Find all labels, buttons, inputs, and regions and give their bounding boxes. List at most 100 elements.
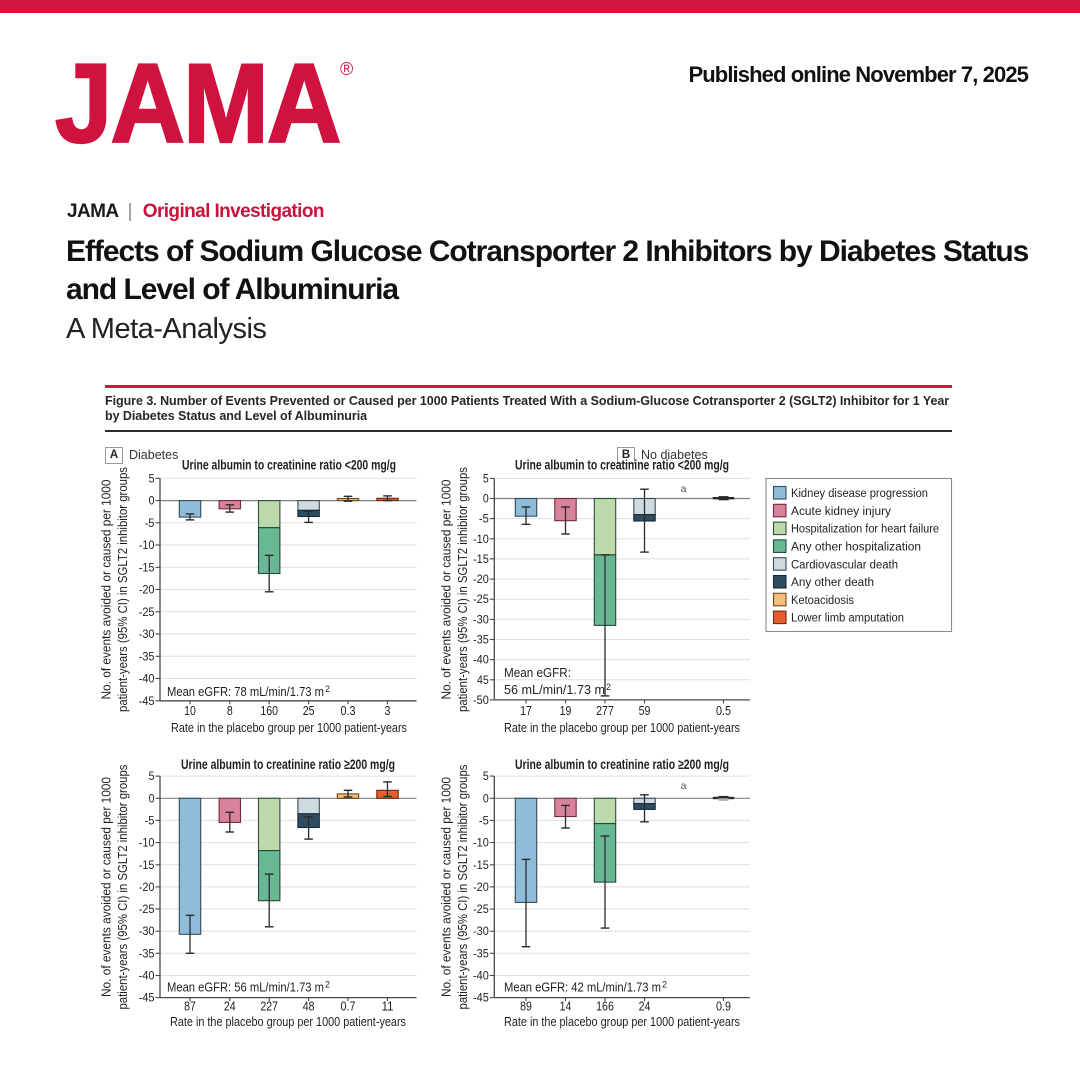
svg-text:25: 25 — [303, 704, 315, 718]
svg-text:-30: -30 — [139, 924, 155, 938]
svg-text:2: 2 — [325, 980, 330, 990]
svg-text:Mean eGFR:: Mean eGFR: — [504, 666, 571, 680]
svg-text:Rate in the placebo group per: Rate in the placebo group per 1000 patie… — [171, 720, 407, 735]
svg-text:-20: -20 — [139, 880, 155, 894]
svg-text:Acute kidney injury: Acute kidney injury — [791, 506, 891, 518]
svg-text:277: 277 — [596, 704, 614, 718]
svg-text:patient-years (95% CI) in SGLT: patient-years (95% CI) in SGLT2 inhibito… — [116, 467, 130, 712]
svg-text:patient-years (95% CI) in SGLT: patient-years (95% CI) in SGLT2 inhibito… — [456, 765, 470, 1010]
svg-text:-35: -35 — [473, 633, 489, 647]
svg-text:0.9: 0.9 — [716, 1000, 731, 1014]
svg-text:-45: -45 — [139, 991, 155, 1005]
svg-text:Rate in the placebo group per: Rate in the placebo group per 1000 patie… — [504, 720, 740, 735]
svg-text:No. of events avoided or cause: No. of events avoided or caused per 1000 — [100, 777, 114, 997]
svg-text:-25: -25 — [473, 592, 489, 606]
svg-text:0: 0 — [149, 494, 155, 508]
svg-text:Rate in the placebo group per: Rate in the placebo group per 1000 patie… — [504, 1014, 740, 1029]
svg-text:-40: -40 — [139, 969, 155, 983]
svg-text:-30: -30 — [473, 612, 489, 626]
svg-text:Any other death: Any other death — [791, 577, 874, 589]
svg-text:0.3: 0.3 — [341, 704, 356, 718]
svg-text:Rate in the placebo group per: Rate in the placebo group per 1000 patie… — [170, 1014, 406, 1029]
svg-text:-5: -5 — [479, 512, 489, 526]
svg-text:0.5: 0.5 — [716, 704, 731, 718]
svg-text:a: a — [681, 483, 687, 495]
svg-text:-5: -5 — [145, 516, 155, 530]
svg-text:-25: -25 — [473, 902, 489, 916]
svg-text:-35: -35 — [139, 649, 155, 663]
svg-text:14: 14 — [560, 1000, 572, 1014]
svg-text:-25: -25 — [139, 605, 155, 619]
svg-text:Urine albumin to creatinine ra: Urine albumin to creatinine ratio ≥200 m… — [181, 756, 395, 772]
svg-text:-45: -45 — [473, 991, 489, 1005]
svg-text:10: 10 — [184, 704, 196, 718]
svg-text:0: 0 — [483, 492, 489, 506]
svg-text:Any other hospitalization: Any other hospitalization — [791, 542, 921, 554]
svg-text:-20: -20 — [139, 583, 155, 597]
svg-text:Hospitalization for heart fail: Hospitalization for heart failure — [791, 524, 939, 536]
svg-text:24: 24 — [639, 1000, 651, 1014]
svg-text:-35: -35 — [473, 946, 489, 960]
svg-text:-20: -20 — [473, 880, 489, 894]
svg-text:0.7: 0.7 — [341, 1000, 356, 1014]
svg-text:48: 48 — [303, 1000, 315, 1014]
svg-text:-25: -25 — [139, 902, 155, 916]
svg-text:Cardiovascular death: Cardiovascular death — [791, 559, 898, 571]
svg-text:a: a — [681, 780, 687, 792]
svg-text:-50: -50 — [473, 693, 489, 707]
svg-text:0: 0 — [483, 791, 489, 805]
svg-text:5: 5 — [149, 769, 155, 783]
svg-text:3: 3 — [385, 704, 391, 718]
svg-text:-5: -5 — [479, 813, 489, 827]
svg-text:17: 17 — [520, 704, 532, 718]
svg-text:2: 2 — [325, 684, 330, 694]
svg-text:5: 5 — [483, 471, 489, 485]
svg-text:-30: -30 — [473, 924, 489, 938]
svg-text:-20: -20 — [473, 572, 489, 586]
svg-text:-15: -15 — [139, 560, 155, 574]
svg-text:-35: -35 — [139, 946, 155, 960]
svg-text:-40: -40 — [473, 969, 489, 983]
svg-text:0: 0 — [149, 791, 155, 805]
svg-text:5: 5 — [483, 769, 489, 783]
svg-text:-45: -45 — [139, 694, 155, 708]
svg-text:-15: -15 — [139, 858, 155, 872]
svg-text:24: 24 — [224, 1000, 236, 1014]
svg-text:Lower limb amputation: Lower limb amputation — [791, 613, 904, 625]
svg-text:2: 2 — [606, 682, 611, 692]
svg-text:Ketoacidosis: Ketoacidosis — [791, 595, 854, 607]
svg-text:56 mL/min/1.73 m: 56 mL/min/1.73 m — [504, 683, 605, 697]
svg-text:227: 227 — [260, 1000, 278, 1014]
svg-text:Mean eGFR: 78 mL/min/1.73 m: Mean eGFR: 78 mL/min/1.73 m — [167, 685, 324, 699]
svg-text:-10: -10 — [473, 836, 489, 850]
svg-text:-10: -10 — [473, 532, 489, 546]
svg-text:-15: -15 — [473, 858, 489, 872]
svg-text:11: 11 — [382, 1000, 394, 1014]
svg-text:45: 45 — [477, 673, 489, 687]
svg-text:-40: -40 — [139, 672, 155, 686]
svg-text:19: 19 — [560, 704, 572, 718]
svg-text:-10: -10 — [139, 836, 155, 850]
svg-text:89: 89 — [520, 1000, 532, 1014]
svg-text:Urine albumin to creatinine ra: Urine albumin to creatinine ratio <200 m… — [515, 457, 729, 473]
svg-text:patient-years (95% CI) in SGLT: patient-years (95% CI) in SGLT2 inhibito… — [456, 467, 470, 712]
svg-text:No. of events avoided or cause: No. of events avoided or caused per 1000 — [100, 479, 114, 699]
svg-text:-10: -10 — [139, 538, 155, 552]
svg-text:-30: -30 — [139, 627, 155, 641]
svg-text:Mean eGFR: 56 mL/min/1.73 m: Mean eGFR: 56 mL/min/1.73 m — [167, 981, 324, 995]
svg-text:5: 5 — [149, 471, 155, 485]
svg-text:87: 87 — [184, 1000, 196, 1014]
svg-text:Urine albumin to creatinine ra: Urine albumin to creatinine ratio <200 m… — [182, 457, 396, 473]
svg-text:166: 166 — [596, 1000, 614, 1014]
svg-text:patient-years (95% CI) in SGLT: patient-years (95% CI) in SGLT2 inhibito… — [116, 765, 130, 1010]
svg-text:8: 8 — [227, 704, 233, 718]
svg-text:-15: -15 — [473, 552, 489, 566]
svg-text:No. of events avoided or cause: No. of events avoided or caused per 1000 — [440, 777, 454, 997]
svg-text:-40: -40 — [473, 653, 489, 667]
svg-text:-5: -5 — [145, 813, 155, 827]
svg-text:Mean eGFR: 42 mL/min/1.73 m: Mean eGFR: 42 mL/min/1.73 m — [504, 981, 661, 995]
svg-text:59: 59 — [639, 704, 651, 718]
svg-text:160: 160 — [260, 704, 278, 718]
svg-text:No. of events avoided or cause: No. of events avoided or caused per 1000 — [440, 479, 454, 699]
svg-text:Kidney disease progression: Kidney disease progression — [791, 488, 928, 500]
